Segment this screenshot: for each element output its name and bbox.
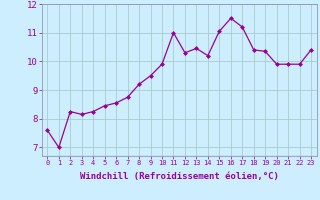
X-axis label: Windchill (Refroidissement éolien,°C): Windchill (Refroidissement éolien,°C)	[80, 172, 279, 181]
